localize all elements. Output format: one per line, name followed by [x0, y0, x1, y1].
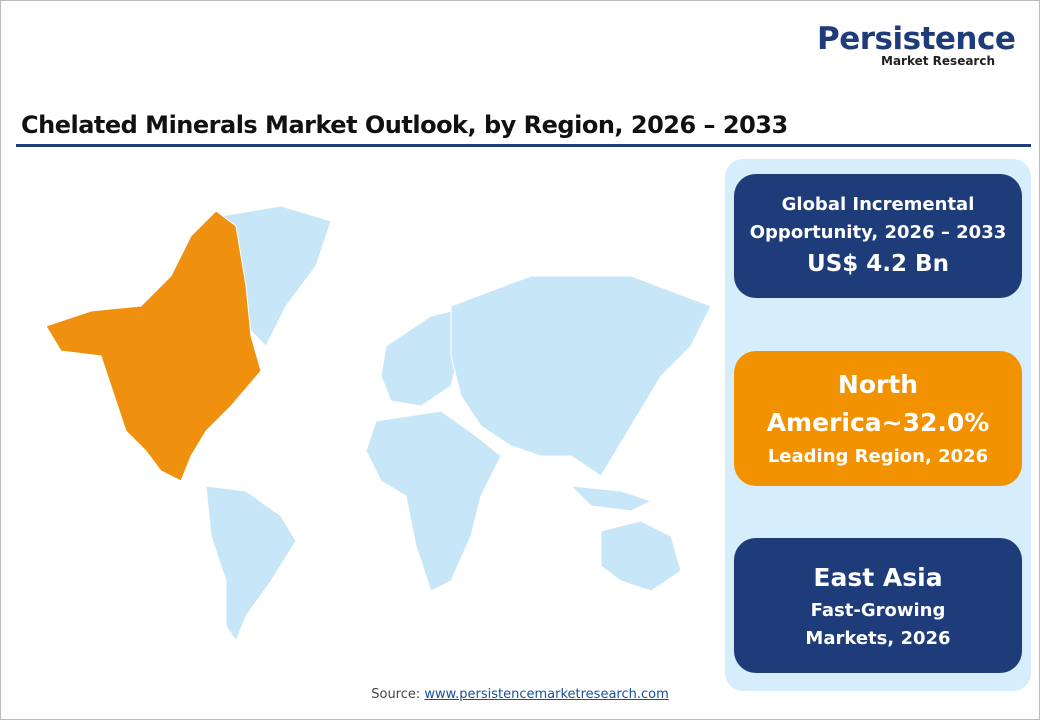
europe: [380, 305, 472, 407]
card-heading: East Asia: [813, 562, 943, 592]
source-link[interactable]: www.persistencemarketresearch.com: [424, 687, 669, 702]
logo-tagline: Market Research: [881, 54, 995, 68]
title-rule: [16, 144, 1031, 147]
australia: [600, 520, 682, 592]
north-america: [45, 210, 262, 482]
africa: [365, 410, 502, 592]
map-regions: [205, 205, 712, 643]
world-map: [45, 205, 712, 643]
indonesia: [569, 485, 653, 512]
card: East Asia Fast-Growing Markets, 2026: [734, 538, 1022, 673]
source: Source: www.persistencemarketresearch.co…: [1, 687, 1039, 702]
source-label: Source:: [371, 687, 421, 702]
card-value: US$ 4.2 Bn: [807, 251, 949, 277]
card: Global Incremental Opportunity, 2026 – 2…: [734, 174, 1022, 298]
card-heading: North America~32.0%: [766, 369, 990, 437]
highlighted-region: [45, 210, 262, 482]
card-heading: Global Incremental Opportunity, 2026 – 2…: [749, 194, 1007, 243]
card: North America~32.0% Leading Region, 2026: [734, 351, 1022, 486]
south-america: [205, 485, 297, 643]
card-value: Leading Region, 2026: [767, 445, 989, 467]
title: Chelated Minerals Market Outlook, by Reg…: [21, 111, 788, 139]
logo: Persistence: [817, 21, 1016, 57]
asia: [450, 275, 712, 477]
card-value: Fast-Growing Markets, 2026: [805, 599, 951, 649]
